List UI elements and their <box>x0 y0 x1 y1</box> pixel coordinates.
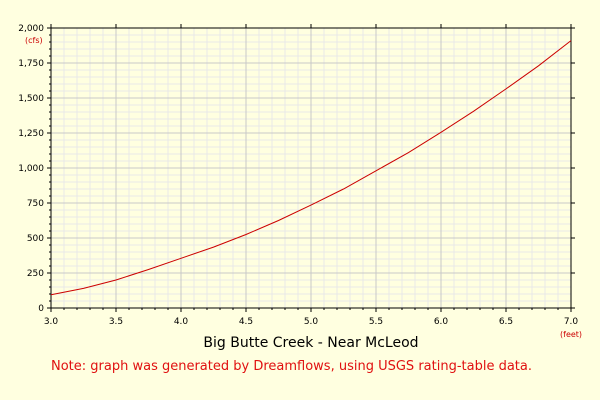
y-tick-label: 1,500 <box>18 94 44 104</box>
x-tick-label: 7.0 <box>564 317 579 327</box>
y-tick-labels: 0 250 500 750 1,000 1,250 1,500 1,750 2,000 <box>18 24 44 314</box>
y-tick-label: 500 <box>27 234 44 244</box>
x-tick-labels: 3.0 3.5 4.0 4.5 5.0 5.5 6.0 6.5 7.0 <box>44 317 579 327</box>
footnote: Note: graph was generated by Dreamflows,… <box>51 359 532 374</box>
y-tick-label: 0 <box>38 304 44 314</box>
x-tick-label: 5.5 <box>369 317 383 327</box>
x-tick-label: 3.5 <box>109 317 123 327</box>
x-axis-unit-label: (feet) <box>560 330 582 339</box>
y-tick-label: 1,000 <box>18 164 44 174</box>
x-tick-label: 6.0 <box>434 317 449 327</box>
y-tick-label: 2,000 <box>18 24 44 34</box>
x-tick-label: 3.0 <box>44 317 59 327</box>
y-tick-label: 1,750 <box>18 59 44 69</box>
x-tick-label: 4.0 <box>174 317 189 327</box>
chart-title: Big Butte Creek - Near McLeod <box>203 335 418 351</box>
y-axis-unit-label: (cfs) <box>25 36 43 45</box>
axis-ticks <box>47 24 575 312</box>
y-tick-label: 250 <box>27 269 44 279</box>
series-line <box>50 40 572 296</box>
x-tick-label: 5.0 <box>304 317 319 327</box>
x-tick-label: 4.5 <box>239 317 253 327</box>
y-tick-label: 750 <box>27 199 44 209</box>
y-tick-label: 1,250 <box>18 129 44 139</box>
x-tick-label: 6.5 <box>499 317 513 327</box>
